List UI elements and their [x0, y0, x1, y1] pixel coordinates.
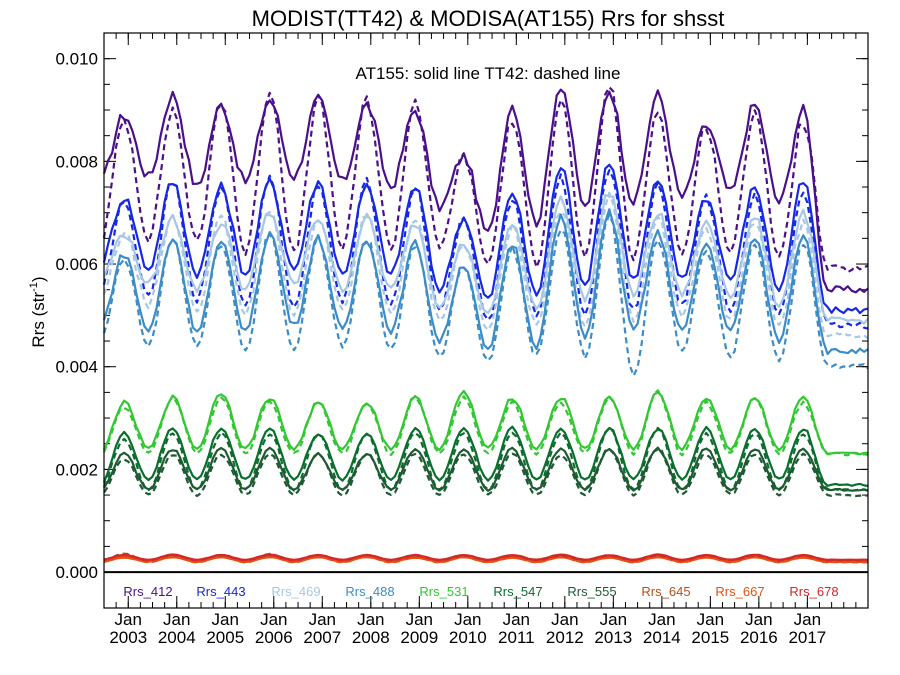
x-tick-label-year: 2007: [303, 628, 341, 647]
y-axis-label-main: Rrs (str: [29, 292, 48, 348]
x-tick-label-month: Jan: [406, 610, 433, 629]
x-tick-label-month: Jan: [648, 610, 675, 629]
x-tick-label-month: Jan: [454, 610, 481, 629]
series-line-rrs-555-at155: [103, 446, 869, 492]
x-tick-label-month: Jan: [260, 610, 287, 629]
y-tick-label: 0.002: [55, 460, 98, 479]
series-line-rrs-488-at155: [102, 208, 869, 356]
x-tick-label-year: 2016: [740, 628, 778, 647]
series-line-rrs-531-at155: [103, 389, 869, 456]
legend-entry: Rrs_645: [641, 584, 690, 599]
series-line-rrs-488-tt42: [102, 213, 869, 377]
series-line-rrs-531-tt42: [102, 389, 869, 457]
y-tick-label: 0.008: [55, 152, 98, 171]
x-tick-label-year: 2015: [691, 628, 729, 647]
plot-frame: [103, 32, 869, 609]
x-tick-label-month: Jan: [357, 610, 384, 629]
x-tick-label-year: 2010: [449, 628, 487, 647]
x-tick-label-year: 2006: [255, 628, 293, 647]
legend-entry: Rrs_531: [419, 584, 468, 599]
x-tick-label-month: Jan: [745, 610, 772, 629]
legend-entry: Rrs_469: [271, 584, 320, 599]
x-tick-label-year: 2011: [498, 628, 535, 647]
x-tick-label-year: 2013: [594, 628, 632, 647]
x-tick-label-year: 2014: [643, 628, 681, 647]
series-line-rrs-547-at155: [102, 425, 869, 487]
legend-entry: Rrs_547: [493, 584, 542, 599]
y-tick-label: 0.000: [55, 563, 98, 582]
x-tick-label-month: Jan: [309, 610, 336, 629]
line-style-annotation: AT155: solid line TT42: dashed line: [356, 64, 621, 83]
series-line-rrs-469-at155: [102, 193, 869, 325]
y-axis-label-superscript: -1: [28, 282, 40, 292]
x-tick-label-year: 2009: [400, 628, 438, 647]
x-tick-label-month: Jan: [600, 610, 627, 629]
x-tick-label-year: 2003: [109, 628, 147, 647]
x-tick-label-year: 2005: [206, 628, 244, 647]
x-tick-label-month: Jan: [794, 610, 821, 629]
plot-area: 0.0000.0020.0040.0060.0080.010Jan2003Jan…: [55, 32, 869, 647]
series-line-rrs-443-at155: [102, 163, 869, 315]
y-axis-label-close: ): [29, 276, 48, 282]
legend-entry: Rrs_443: [196, 584, 245, 599]
x-tick-label-year: 2004: [158, 628, 196, 647]
y-tick-label: 0.010: [55, 50, 98, 69]
legend-entry: Rrs_678: [789, 584, 838, 599]
series-line-rrs-412-at155: [102, 88, 869, 294]
series-line-rrs-555-tt42: [103, 448, 869, 498]
legend-entry: Rrs_488: [345, 584, 394, 599]
chart-title: MODIST(TT42) & MODISA(AT155) Rrs for shs…: [252, 6, 725, 31]
legend-entry: Rrs_555: [567, 584, 616, 599]
x-tick-label-year: 2008: [352, 628, 390, 647]
series-line-rrs-547-tt42: [102, 426, 869, 492]
x-tick-label-month: Jan: [503, 610, 530, 629]
y-axis-label: Rrs (str-1): [28, 276, 48, 347]
x-tick-label-month: Jan: [212, 610, 239, 629]
series-line-rrs-667-tt42: [103, 555, 869, 564]
x-tick-label-year: 2017: [788, 628, 826, 647]
x-tick-label-month: Jan: [163, 610, 190, 629]
series-line-rrs-469-tt42: [102, 191, 869, 340]
x-tick-label-month: Jan: [551, 610, 578, 629]
legend-entry: Rrs_412: [123, 584, 172, 599]
series-line-rrs-678-tt42: [103, 553, 869, 562]
series-line-rrs-412-tt42: [102, 86, 869, 274]
y-tick-label: 0.004: [55, 358, 98, 377]
y-tick-label: 0.006: [55, 255, 98, 274]
x-tick-label-year: 2012: [546, 628, 584, 647]
legend-entry: Rrs_667: [715, 584, 764, 599]
x-tick-label-month: Jan: [697, 610, 724, 629]
x-tick-label-month: Jan: [115, 610, 142, 629]
